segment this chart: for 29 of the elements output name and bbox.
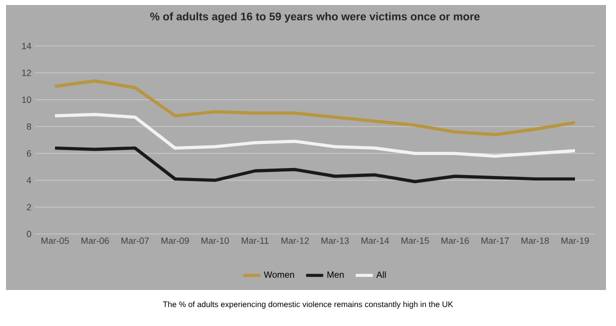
chart-title: % of adults aged 16 to 59 years who were victims once or more — [150, 12, 480, 23]
x-tick-label: Mar-18 — [521, 238, 549, 244]
y-tick-label: 14 — [22, 42, 32, 50]
legend-label: Women — [264, 271, 294, 278]
legend-label: Men — [327, 271, 344, 278]
y-tick-label: 2 — [26, 204, 32, 210]
x-tick-label: Mar-17 — [481, 238, 509, 244]
x-tick-label: Mar-07 — [121, 238, 149, 244]
y-tick-label: 0 — [26, 230, 32, 238]
y-tick-label: 10 — [22, 96, 32, 103]
x-tick-label: Mar-06 — [81, 238, 109, 244]
x-tick-label: Mar-13 — [321, 238, 349, 244]
x-tick-label: Mar-12 — [281, 238, 309, 244]
text: The % of adults experiencing domestic violence remains constantly high in the UK — [162, 301, 454, 309]
x-tick-label: Mar-11 — [242, 238, 268, 244]
x-tick-label: Mar-05 — [41, 238, 69, 244]
y-tick-label: 12 — [22, 70, 32, 76]
legend-label: All — [376, 271, 386, 278]
x-tick-label: Mar-19 — [561, 238, 589, 244]
x-tick-label: Mar-16 — [441, 238, 469, 244]
line-series — [53, 146, 577, 184]
x-tick-label: Mar-15 — [401, 238, 429, 244]
x-tick-label: Mar-09 — [161, 238, 189, 244]
y-tick-label: 4 — [26, 177, 32, 184]
y-tick-label: 8 — [26, 123, 32, 130]
x-tick-label: Mar-14 — [361, 238, 389, 244]
x-tick-label: Mar-10 — [201, 238, 229, 244]
line-series — [53, 79, 577, 136]
y-tick-label: 6 — [26, 150, 32, 157]
